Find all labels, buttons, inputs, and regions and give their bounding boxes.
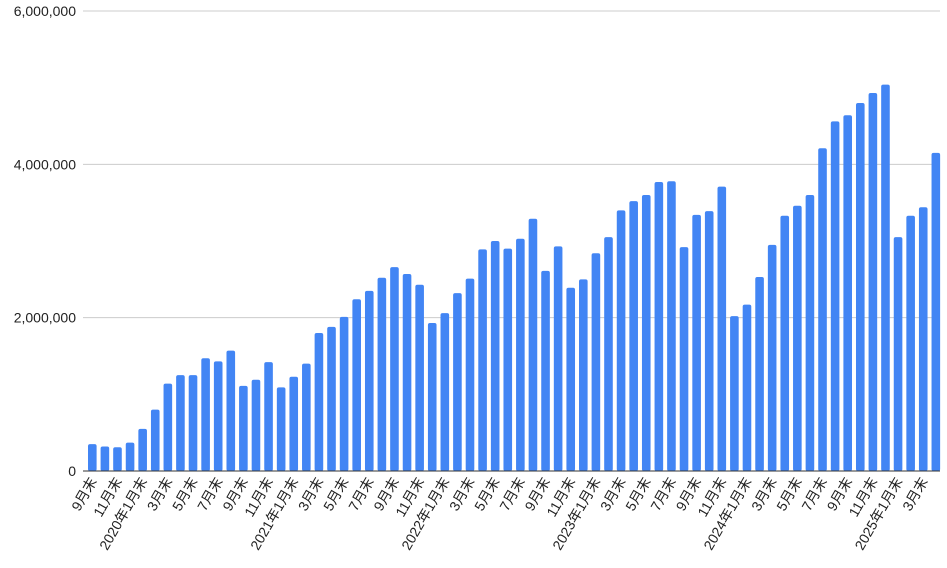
bar	[641, 195, 651, 471]
bar	[150, 409, 160, 471]
bar	[453, 293, 462, 471]
bar	[717, 186, 727, 472]
bar	[465, 278, 475, 471]
bar	[503, 248, 513, 471]
y-axis-ticks: 0 2,000,000 4,000,000 6,000,000	[14, 3, 77, 479]
bar	[125, 442, 135, 471]
bar	[679, 247, 689, 471]
bar	[629, 201, 638, 471]
bar	[490, 241, 500, 471]
bar	[188, 375, 198, 471]
bar	[302, 363, 311, 471]
bar	[730, 316, 739, 471]
bar	[213, 361, 223, 471]
bar	[377, 277, 387, 471]
bar	[251, 379, 261, 471]
bar	[239, 385, 248, 471]
bar	[427, 323, 437, 471]
bar	[843, 115, 852, 472]
bar	[276, 387, 286, 471]
bar	[314, 333, 324, 471]
bar	[516, 238, 525, 471]
bar	[440, 313, 450, 471]
bar	[327, 326, 336, 471]
bar	[906, 215, 915, 471]
bar	[616, 210, 626, 472]
bar	[553, 246, 563, 471]
bar	[755, 277, 764, 471]
bar	[364, 290, 374, 471]
bar	[415, 284, 424, 471]
bar	[402, 273, 412, 471]
bar	[918, 207, 928, 471]
bar	[176, 375, 185, 471]
bar	[390, 267, 399, 471]
bar	[591, 253, 601, 471]
bar	[881, 84, 890, 471]
y-tick-label: 6,000,000	[14, 3, 76, 19]
bar	[931, 152, 941, 472]
y-tick-label: 0	[68, 463, 76, 479]
bar	[88, 444, 97, 471]
bar	[604, 237, 613, 471]
bar	[780, 215, 790, 471]
y-tick-label: 4,000,000	[14, 156, 76, 172]
bars	[88, 84, 941, 472]
bar	[855, 103, 865, 471]
x-tick-label: 3月末	[899, 475, 931, 514]
bar	[742, 304, 752, 471]
x-axis-ticks: 9月末11月末2020年1月末3月末5月末7月末9月末11月末2021年1月末3…	[68, 475, 931, 553]
bar	[289, 376, 299, 471]
bar	[339, 316, 349, 471]
bar	[138, 428, 147, 471]
bar	[478, 249, 487, 471]
bar	[667, 181, 676, 471]
bar	[226, 350, 236, 471]
bar	[100, 446, 110, 471]
bar	[654, 181, 664, 471]
bar	[579, 279, 588, 471]
bar	[793, 205, 802, 471]
y-tick-label: 2,000,000	[14, 310, 76, 326]
bar	[830, 121, 840, 472]
bar	[566, 287, 576, 471]
bar	[528, 218, 538, 471]
bar	[264, 362, 273, 471]
bar	[805, 195, 815, 471]
bar	[541, 270, 550, 471]
bar	[704, 211, 714, 471]
bar	[767, 244, 777, 471]
bar	[201, 358, 210, 471]
bar	[868, 93, 878, 472]
bar	[113, 447, 122, 471]
bar	[163, 383, 173, 471]
bar	[893, 237, 903, 471]
bar	[352, 299, 361, 471]
bar	[692, 214, 701, 471]
bar	[818, 148, 827, 471]
